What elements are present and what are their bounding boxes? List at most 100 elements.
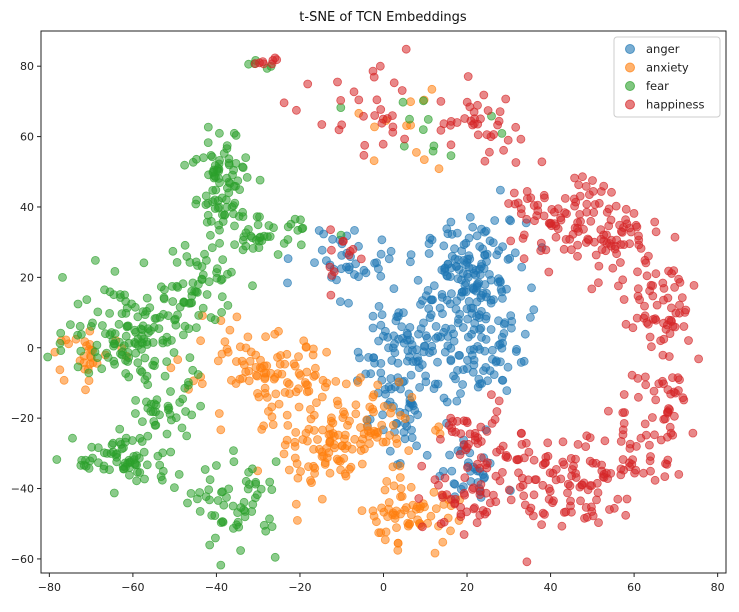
point-happiness <box>694 354 703 364</box>
point-anger <box>475 325 485 334</box>
point-happiness <box>619 295 629 304</box>
y-tick-label: 20 <box>20 271 34 284</box>
point-anxiety <box>392 523 401 532</box>
point-happiness <box>551 232 561 242</box>
point-fear <box>185 257 195 267</box>
point-happiness <box>544 494 554 504</box>
point-anger <box>502 284 511 294</box>
point-anger <box>407 345 417 355</box>
point-anxiety <box>341 379 351 389</box>
point-fear <box>241 241 251 251</box>
point-anxiety <box>277 369 287 379</box>
point-fear <box>117 444 127 454</box>
point-happiness <box>511 158 521 167</box>
point-happiness <box>604 204 614 214</box>
point-happiness <box>605 505 614 514</box>
point-happiness <box>627 459 637 469</box>
point-fear <box>143 324 153 334</box>
point-anxiety <box>394 377 404 387</box>
point-fear <box>105 308 114 318</box>
point-anger <box>452 396 462 406</box>
point-anger <box>502 386 512 396</box>
point-anxiety <box>245 356 255 366</box>
point-happiness <box>509 188 519 198</box>
point-happiness <box>375 61 385 71</box>
point-happiness <box>597 460 606 470</box>
point-happiness <box>463 463 472 472</box>
point-happiness <box>520 500 530 510</box>
point-fear <box>99 448 109 458</box>
point-happiness <box>650 430 659 440</box>
point-happiness <box>645 286 654 296</box>
point-fear <box>217 517 227 526</box>
point-fear <box>168 246 178 256</box>
point-happiness <box>476 453 486 463</box>
point-happiness <box>537 520 546 529</box>
point-happiness <box>650 475 660 485</box>
x-tick-label: 80 <box>711 581 725 594</box>
point-happiness <box>356 254 366 264</box>
point-anxiety <box>395 473 405 482</box>
point-anger <box>369 353 379 363</box>
point-anger <box>374 301 384 311</box>
point-anger <box>498 242 508 252</box>
point-happiness <box>607 187 616 197</box>
point-fear <box>130 337 140 347</box>
point-anger <box>429 281 439 291</box>
point-fear <box>153 451 163 461</box>
legend-marker-happiness <box>625 99 635 110</box>
point-happiness <box>378 139 388 149</box>
point-anger <box>416 299 425 309</box>
point-anger <box>443 259 453 269</box>
point-happiness <box>571 197 581 207</box>
point-fear <box>215 238 225 248</box>
point-fear <box>166 387 175 396</box>
point-anxiety <box>260 388 270 398</box>
point-happiness <box>538 480 548 490</box>
point-fear <box>230 240 240 250</box>
point-anger <box>465 254 475 264</box>
point-happiness <box>524 447 534 457</box>
point-anxiety <box>291 499 301 509</box>
point-anxiety <box>269 374 279 384</box>
point-anger <box>459 286 469 296</box>
point-happiness <box>560 193 570 203</box>
point-happiness <box>651 269 661 279</box>
point-fear <box>131 395 141 405</box>
point-fear <box>122 321 132 331</box>
point-fear <box>169 483 179 493</box>
point-fear <box>267 485 277 495</box>
point-fear <box>199 153 208 163</box>
point-anxiety <box>325 468 335 478</box>
point-happiness <box>630 468 639 478</box>
point-anxiety <box>284 465 294 475</box>
point-happiness <box>382 114 392 123</box>
point-fear <box>206 150 216 160</box>
point-fear <box>200 249 209 259</box>
point-happiness <box>614 281 623 291</box>
point-fear <box>253 220 263 230</box>
legend: anger anxiety fear happiness <box>613 36 721 118</box>
y-tick-label: −60 <box>11 553 34 566</box>
point-anxiety <box>374 528 384 538</box>
point-fear <box>270 552 280 562</box>
point-anger <box>355 353 364 363</box>
point-happiness <box>576 496 585 506</box>
point-anger <box>468 222 478 232</box>
point-fear <box>210 533 220 543</box>
point-happiness <box>670 411 679 421</box>
point-happiness <box>435 434 445 444</box>
point-happiness <box>389 78 399 88</box>
point-happiness <box>450 494 460 504</box>
point-happiness <box>460 473 470 483</box>
point-anger <box>469 360 479 370</box>
point-anxiety <box>275 359 285 369</box>
point-anxiety <box>384 498 394 507</box>
point-happiness <box>600 436 610 446</box>
point-anxiety <box>317 392 327 402</box>
point-happiness <box>585 190 594 200</box>
point-happiness <box>581 442 591 452</box>
point-anger <box>421 371 431 381</box>
chart-title: t-SNE of TCN Embeddings <box>299 10 467 25</box>
series-fear <box>43 56 507 570</box>
